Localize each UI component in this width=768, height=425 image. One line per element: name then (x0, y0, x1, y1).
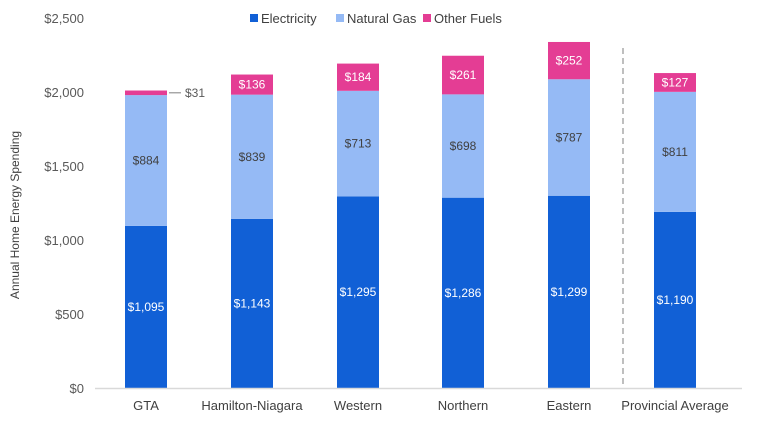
x-tick-label: GTA (133, 398, 159, 413)
data-label: $1,143 (234, 296, 271, 310)
x-axis-labels: GTA Hamilton-Niagara Western Northern Easter… (133, 398, 729, 413)
legend-label: Other Fuels (434, 11, 502, 26)
bar-segment-electricity (337, 196, 379, 388)
bar-segment-natural-gas (337, 90, 379, 197)
bar-segment-natural-gas (654, 91, 696, 212)
data-label: $127 (662, 75, 689, 89)
legend-label: Electricity (261, 11, 317, 26)
bar-stack-gta: $1,095 $884 $31 (125, 86, 205, 388)
bar-segment-electricity (548, 195, 590, 388)
data-label: $1,190 (657, 293, 694, 307)
bars: $1,095 $884 $31 $1,143 $839 $136 $1,295 $713 $18… (125, 41, 696, 388)
y-tick-label: $1,500 (44, 159, 84, 174)
data-label: $252 (556, 54, 583, 68)
bar-stack-provincial-average: $1,190 $811 $127 (654, 73, 696, 388)
data-label: $713 (345, 137, 372, 151)
legend: Electricity Natural Gas Other Fuels (250, 11, 502, 26)
data-label: $1,286 (445, 286, 482, 300)
data-label: $884 (133, 154, 160, 168)
x-tick-label: Northern (438, 398, 489, 413)
y-tick-label: $500 (55, 307, 84, 322)
data-label: $136 (239, 78, 266, 92)
bar-segment-other-fuels (442, 55, 484, 95)
bar-stack-northern: $1,286 $698 $261 (442, 55, 484, 388)
data-label: $31 (185, 86, 205, 100)
data-label: $787 (556, 131, 583, 145)
data-label: $811 (662, 145, 688, 159)
y-axis: $0 $500 $1,000 $1,500 $2,000 $2,500 (44, 11, 84, 396)
data-label: $839 (239, 150, 266, 164)
bar-segment-electricity (125, 225, 167, 388)
data-label: $261 (450, 68, 477, 82)
data-label: $698 (450, 139, 477, 153)
bar-segment-other-fuels (548, 41, 590, 80)
bar-segment-other-fuels (337, 63, 379, 91)
data-label: $1,095 (128, 300, 165, 314)
data-label: $184 (345, 70, 372, 84)
data-label: $1,295 (340, 285, 377, 299)
bar-stack-western: $1,295 $713 $184 (337, 63, 379, 388)
bar-segment-other-fuels (654, 73, 696, 92)
bar-segment-electricity (231, 218, 273, 388)
x-tick-label: Western (334, 398, 382, 413)
bar-segment-electricity (654, 211, 696, 388)
bar-segment-natural-gas (548, 79, 590, 196)
bar-stack-hamilton-niagara: $1,143 $839 $136 (231, 74, 273, 388)
x-tick-label: Provincial Average (621, 398, 728, 413)
bar-segment-other-fuels (125, 90, 167, 96)
y-tick-label: $2,500 (44, 11, 84, 26)
x-tick-label: Hamilton-Niagara (201, 398, 303, 413)
legend-swatch-other-fuels (423, 14, 431, 22)
legend-swatch-natural-gas (336, 14, 344, 22)
y-tick-label: $0 (70, 381, 84, 396)
x-tick-label: Eastern (547, 398, 592, 413)
bar-segment-natural-gas (125, 95, 167, 226)
y-tick-label: $2,000 (44, 85, 84, 100)
bar-segment-natural-gas (231, 94, 273, 219)
bar-segment-electricity (442, 197, 484, 388)
bar-segment-natural-gas (442, 94, 484, 198)
legend-swatch-electricity (250, 14, 258, 22)
legend-label: Natural Gas (347, 11, 417, 26)
y-tick-label: $1,000 (44, 233, 84, 248)
y-axis-label: Annual Home Energy Spending (8, 131, 22, 299)
data-label: $1,299 (551, 285, 588, 299)
bar-stack-eastern: $1,299 $787 $252 (548, 41, 590, 388)
bar-segment-other-fuels (231, 74, 273, 95)
